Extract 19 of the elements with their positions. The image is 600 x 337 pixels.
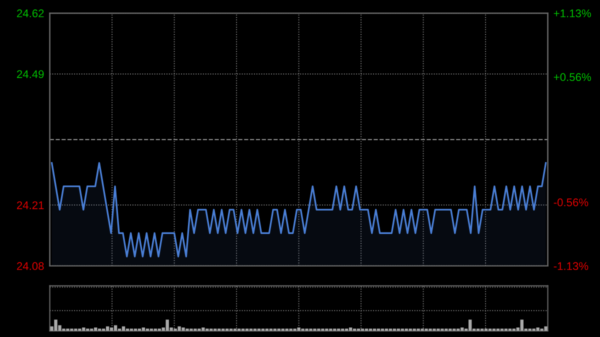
bar xyxy=(182,328,185,331)
bar xyxy=(202,328,205,331)
bar xyxy=(468,320,472,331)
y-tick-label: 24.62 xyxy=(17,9,44,18)
y-tick-label: 24.49 xyxy=(17,70,44,78)
bar xyxy=(297,328,300,331)
y-tick-label: 24.21 xyxy=(17,201,44,210)
bar xyxy=(544,326,548,331)
bar xyxy=(178,326,181,331)
bar xyxy=(166,320,169,331)
bar xyxy=(82,328,86,331)
y2-tick-label: -0.56% xyxy=(554,198,588,206)
bar xyxy=(54,320,58,331)
y2-tick-label: -1.13% xyxy=(554,262,588,270)
y2-tick-label: +1.13% xyxy=(554,9,591,18)
y-tick-label: 24.08 xyxy=(17,262,44,270)
bar xyxy=(536,328,540,331)
bar xyxy=(520,320,524,331)
y2-tick-label: +0.56% xyxy=(554,73,591,82)
